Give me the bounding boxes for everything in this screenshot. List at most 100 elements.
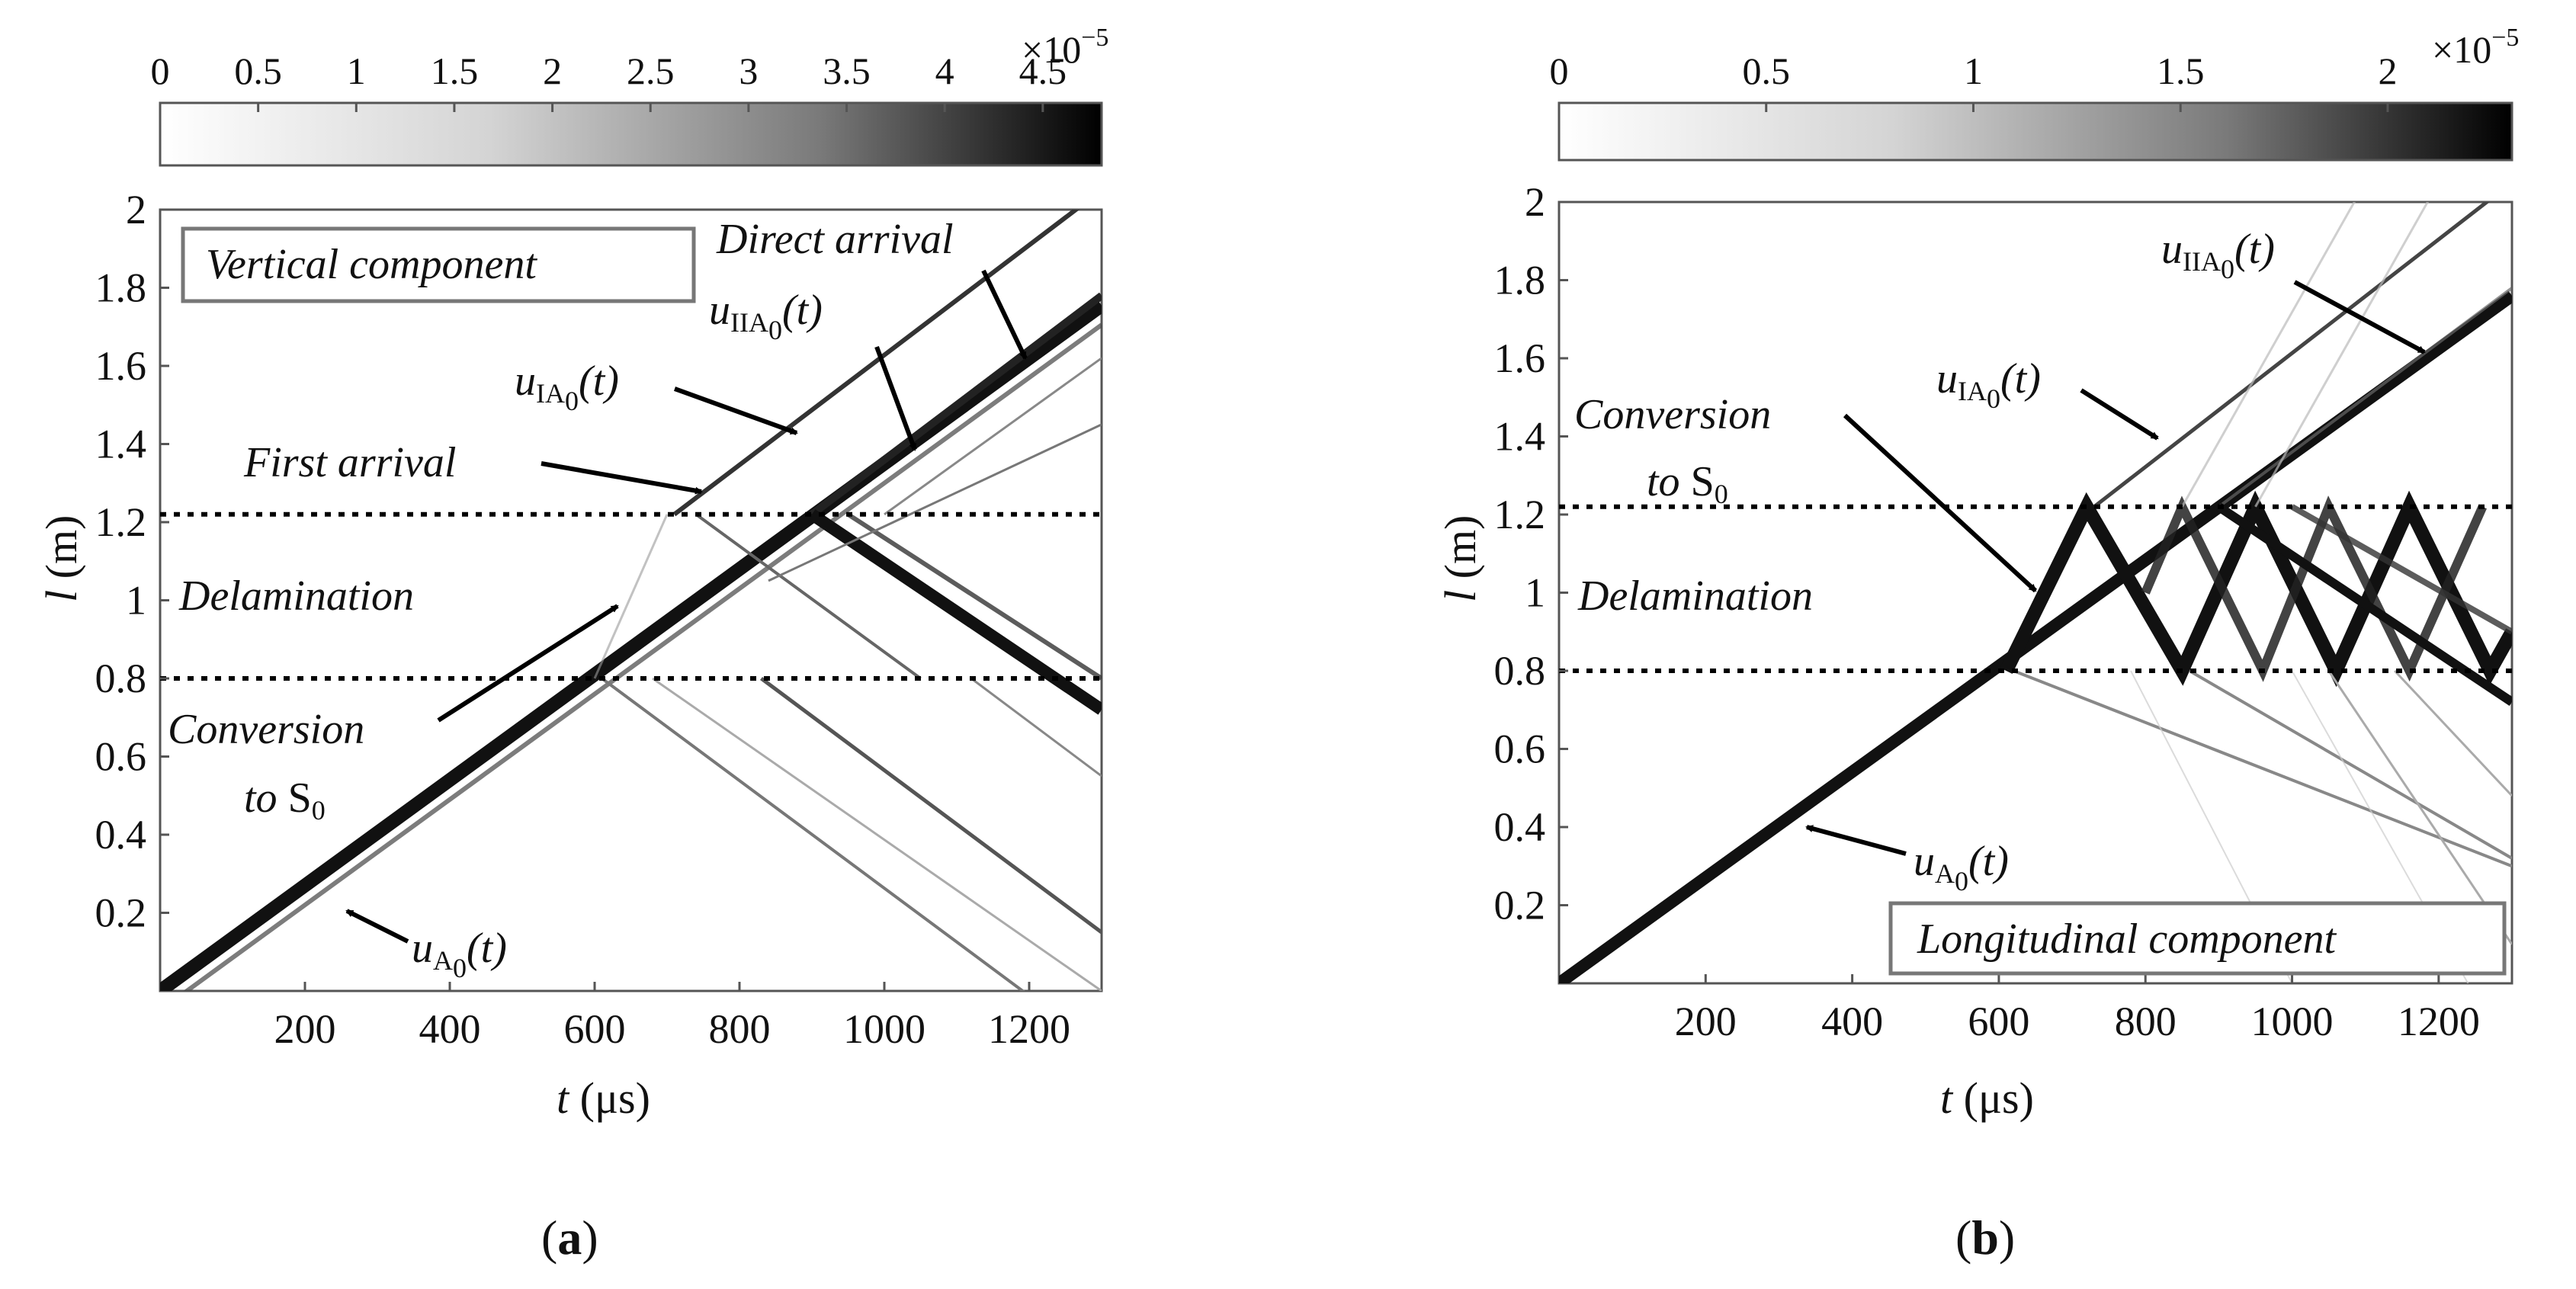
annot-u-ia0-b: uIA0(t)	[1936, 355, 2041, 414]
colorbar-a-tick-label: 0.5	[234, 50, 282, 92]
annot-delamination-b: Delamination	[1577, 572, 1813, 620]
x-tick-label-b: 200	[1675, 999, 1737, 1044]
y-tick-label-b: 1.6	[1494, 335, 1546, 381]
y-tick-label-a: 1.2	[95, 499, 147, 545]
plot-b-marks	[1559, 202, 2512, 983]
wave-reflect-upper-2	[2290, 504, 2512, 635]
plot-a-xticks: 200 400 600 800 1000 1200	[274, 982, 1070, 1052]
colorbar-b-exponent: ×10−5	[2432, 24, 2519, 71]
colorbar-a-tick-label: 2	[543, 50, 562, 92]
wave-a0-main	[160, 300, 1102, 991]
x-tick-label-a: 400	[419, 1006, 481, 1052]
annot-conversion-a-2: to S0	[244, 774, 326, 826]
colorbar-a-tick-label: 0	[151, 50, 170, 92]
colorbar-a-tick-label: 3.5	[823, 50, 871, 92]
colorbar-b-ticks: 0 0.5 1 1.5 2	[1550, 50, 2397, 112]
panel-b: 0 0.5 1 1.5 2 ×10−5 200 400 600 800 1000 1200 0.2…	[1436, 24, 2519, 1265]
x-tick-label-a: 800	[709, 1006, 771, 1052]
colorbar-b-tick-label: 0	[1550, 50, 1569, 92]
x-axis-label-a: t (μs)	[557, 1073, 650, 1123]
arrow-conversion-a	[437, 604, 619, 723]
wave-reflect-lower-2	[2188, 669, 2512, 860]
wave-reflect-lower-3	[760, 676, 1102, 935]
arrow-u-iia0-b	[2293, 280, 2426, 354]
x-tick-label-a: 1200	[988, 1006, 1070, 1052]
annot-u-a0-a: uA0(t)	[412, 925, 507, 983]
colorbar-a-tick-label: 2.5	[627, 50, 675, 92]
y-tick-label-a: 0.6	[95, 734, 147, 780]
y-tick-label-b: 0.8	[1494, 648, 1546, 694]
x-tick-label-a: 1000	[843, 1006, 925, 1052]
y-tick-label-b: 0.6	[1494, 726, 1546, 772]
arrow-first-arrival	[541, 461, 703, 495]
plot-a: 200 400 600 800 1000 1200 0.2 0.4 0.6 0.8 1 1.2 1.4…	[37, 187, 1103, 1265]
x-tick-label-b: 400	[1821, 999, 1883, 1044]
y-tick-label-a: 0.4	[95, 812, 147, 858]
wave-reflect-lower-4	[970, 677, 1102, 778]
colorbar-b-tick-label: 2	[2378, 50, 2397, 92]
x-tick-label-a: 200	[274, 1006, 336, 1052]
wave-reflect-lower-1	[2013, 669, 2512, 868]
annot-u-iia0-a: uIIA0(t)	[709, 287, 823, 345]
plot-b-yticks: 0.2 0.4 0.6 0.8 1 1.2 1.4 1.6 1.8 2	[1494, 179, 1568, 928]
component-label-b: Longitudinal component	[1917, 915, 2337, 963]
y-tick-label-b: 1.8	[1494, 258, 1546, 303]
x-tick-label-b: 1000	[2251, 999, 2334, 1044]
wave-upper-up-2	[884, 357, 1102, 516]
y-tick-label-a: 0.8	[95, 656, 147, 701]
y-tick-label-b: 1	[1525, 570, 1545, 616]
wave-reflect-lower-2	[652, 677, 1102, 991]
colorbar-b-tick-label: 1.5	[2157, 50, 2205, 92]
wave-faint-up-1	[2180, 202, 2356, 508]
y-tick-label-b: 1.2	[1494, 492, 1546, 537]
arrow-u-ia0-b	[2080, 388, 2159, 441]
colorbar-a-tick-label: 4	[935, 50, 954, 92]
wave-reflect-upper-1	[2216, 502, 2512, 706]
colorbar-a-tick-label: 3	[739, 50, 758, 92]
annot-conversion-a-1: Conversion	[168, 706, 364, 753]
colorbar-a-tick-label: 1.5	[431, 50, 479, 92]
wave-iia0	[2218, 287, 2512, 508]
plot-b: 200 400 600 800 1000 1200 0.2 0.4 0.6 0.8 1 1.2 1.4…	[1436, 179, 2513, 1265]
wave-reflect-lower-3	[2327, 670, 2512, 945]
wave-s0-conversion	[593, 514, 669, 679]
arrow-u-a0-a	[345, 909, 409, 944]
x-axis-label-b: t (μs)	[1940, 1073, 2034, 1123]
y-tick-label-a: 2	[126, 187, 146, 232]
arrow-u-iia0-a	[874, 345, 917, 451]
colorbar-b-gradient	[1557, 101, 2513, 162]
annot-delamination-a: Delamination	[178, 572, 414, 620]
arrow-conversion-b	[1843, 413, 2038, 593]
arrow-u-ia0-a	[673, 386, 798, 435]
wave-ia0	[672, 210, 1080, 517]
wave-reflect-lower-1	[601, 677, 1025, 991]
wave-faint-up-2	[2254, 202, 2430, 508]
annot-u-ia0-a: uIA0(t)	[515, 358, 619, 416]
y-tick-label-a: 1.8	[95, 265, 147, 311]
colorbar-a-gradient	[159, 101, 1103, 167]
wave-iia0	[809, 292, 1102, 518]
y-tick-label-b: 0.4	[1494, 804, 1546, 850]
x-tick-label-b: 600	[1968, 999, 2029, 1044]
plot-a-yticks: 0.2 0.4 0.6 0.8 1 1.2 1.4 1.6 1.8 2	[95, 187, 169, 936]
y-axis-label-b: l (m)	[1436, 515, 1485, 602]
y-tick-label-a: 1.6	[95, 343, 147, 389]
x-tick-label-b: 800	[2115, 999, 2177, 1044]
y-tick-label-a: 1.4	[95, 422, 147, 467]
y-tick-label-b: 1.4	[1494, 414, 1546, 460]
annot-u-iia0-b: uIIA0(t)	[2161, 226, 2275, 284]
component-label-a: Vertical component	[206, 241, 537, 288]
wave-ia0	[2093, 202, 2491, 508]
panel-a: 0 0.5 1 1.5 2 2.5 3 3.5 4 4.5 ×10−5 200 400 600 800 1…	[37, 24, 1108, 1265]
y-tick-label-a: 1	[126, 578, 146, 624]
panel-label-b: (b)	[1955, 1210, 2015, 1265]
wave-reflect-lower-4	[2394, 669, 2512, 797]
wave-a0-tail	[183, 322, 1102, 991]
arrow-u-a0-b	[1805, 825, 1907, 856]
colorbar-a-ticks: 0 0.5 1 1.5 2 2.5 3 3.5 4 4.5	[151, 50, 1067, 112]
annot-conversion-b-2: to S0	[1647, 458, 1728, 509]
component-box-a: Vertical component	[181, 226, 696, 303]
colorbar-a: 0 0.5 1 1.5 2 2.5 3 3.5 4 4.5 ×10−5	[151, 24, 1108, 167]
panel-label-a: (a)	[541, 1210, 598, 1265]
colorbar-b: 0 0.5 1 1.5 2 ×10−5	[1550, 24, 2519, 162]
